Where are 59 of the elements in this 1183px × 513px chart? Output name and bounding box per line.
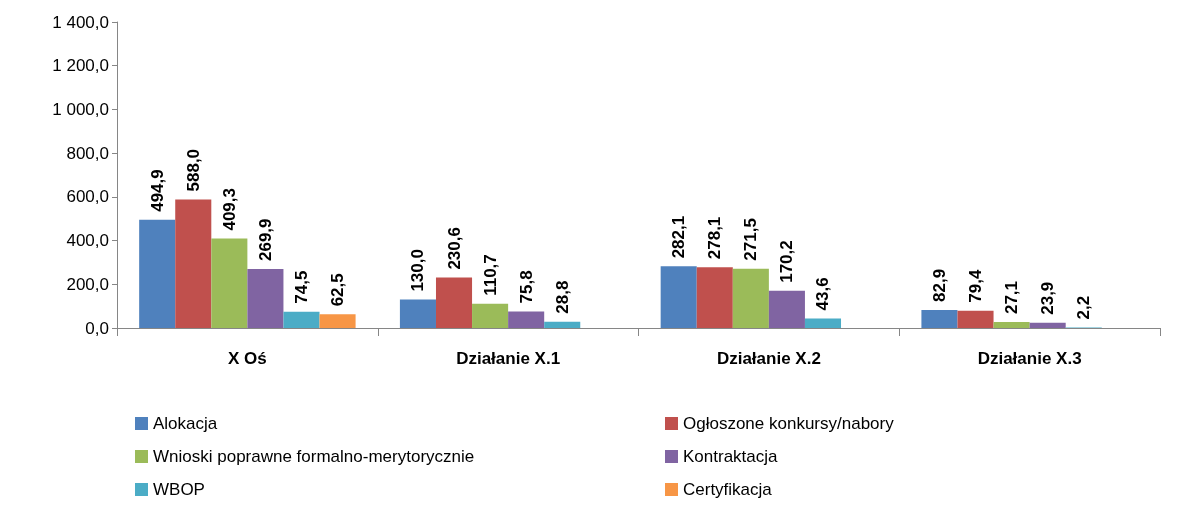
bar (472, 303, 509, 328)
legend-label: Wnioski poprawne formalno-merytorycznie (153, 447, 475, 466)
x-tick-label: Działanie X.3 (977, 349, 1082, 368)
x-tick-label: Działanie X.2 (716, 349, 821, 368)
bar (768, 290, 805, 328)
bar (732, 268, 769, 328)
x-tick-label: Działanie X.1 (456, 349, 561, 368)
y-tick-label: 1 000,0 (52, 99, 109, 119)
y-tick-label: 1 200,0 (52, 56, 109, 76)
data-label: 230,6 (444, 227, 464, 270)
bar (544, 321, 581, 328)
bar (508, 311, 545, 328)
bar (175, 199, 212, 328)
bar (696, 267, 733, 328)
data-label: 494,9 (147, 169, 167, 212)
y-tick-label: 600,0 (66, 187, 109, 207)
data-label: 130,0 (408, 249, 428, 292)
data-label: 62,5 (328, 273, 348, 307)
y-tick-label: 0,0 (85, 318, 109, 338)
data-label: 282,1 (669, 215, 689, 259)
data-label: 74,5 (291, 270, 311, 304)
data-label: 28,8 (552, 280, 572, 314)
bar (993, 322, 1030, 328)
legend-label: WBOP (153, 480, 205, 499)
data-label: 2,2 (1074, 295, 1094, 320)
legend-label: Kontraktacja (683, 447, 779, 466)
data-label: 269,9 (255, 218, 275, 262)
data-label: 409,3 (219, 187, 239, 231)
bar (804, 318, 842, 328)
legend-label: Alokacja (153, 414, 218, 433)
y-tick-label: 400,0 (66, 231, 109, 251)
bar (435, 277, 473, 328)
data-label: 271,5 (741, 218, 761, 261)
data-label: 75,8 (516, 270, 536, 304)
bar (319, 314, 356, 328)
data-label: 79,4 (966, 269, 986, 303)
data-label: 588,0 (183, 148, 203, 192)
y-tick-label: 200,0 (66, 274, 109, 294)
x-tick-label: X Oś (228, 349, 267, 368)
bar (211, 238, 248, 328)
bar (283, 311, 320, 328)
bar (1029, 322, 1066, 328)
bar (399, 299, 436, 328)
data-label: 110,7 (480, 254, 500, 296)
data-label: 27,1 (1002, 280, 1022, 315)
bar (660, 266, 697, 328)
y-tick-label: 1 400,0 (52, 12, 109, 32)
data-label: 278,1 (705, 216, 725, 260)
data-label: 23,9 (1038, 281, 1058, 315)
data-label: 82,9 (929, 268, 949, 302)
bar (957, 310, 994, 328)
legend-label: Certyfikacja (683, 480, 773, 499)
bar (247, 269, 284, 328)
data-label: 43,6 (813, 277, 833, 311)
y-tick-label: 800,0 (66, 143, 109, 163)
bar (921, 309, 958, 328)
bar (139, 219, 176, 328)
data-label: 170,2 (777, 240, 797, 283)
legend-label: Ogłoszone konkursy/nabory (683, 414, 895, 433)
